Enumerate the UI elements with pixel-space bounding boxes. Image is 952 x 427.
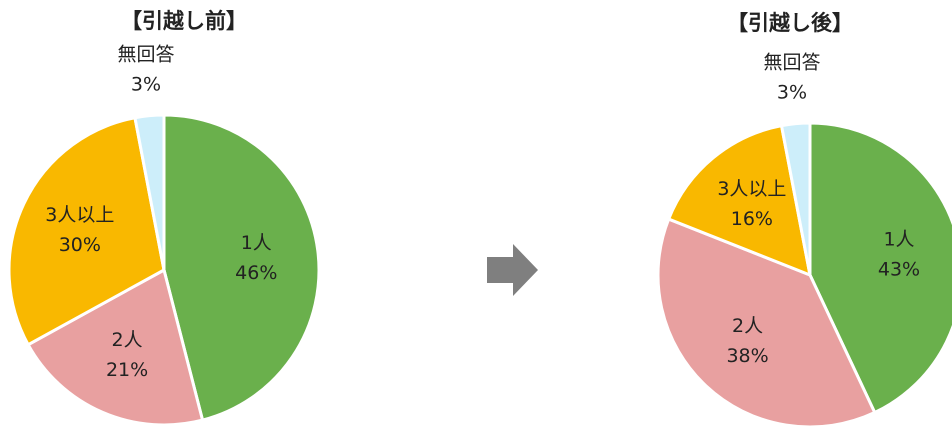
slice-value: 38% (726, 345, 768, 367)
slice-value: 16% (731, 208, 773, 230)
chart-title: 【引越し前】 (121, 9, 247, 33)
pie-slice (808, 121, 952, 415)
slice-label: 2人 (732, 315, 763, 337)
pie-slice (779, 121, 812, 276)
slice-label: 3人以上 (717, 178, 786, 200)
pie-slice (162, 113, 321, 422)
slice-value: 3% (777, 82, 807, 104)
slice-label: 2人 (112, 329, 143, 351)
slice-label: 無回答 (117, 44, 174, 66)
slice-label: 無回答 (763, 52, 820, 74)
slice-value: 3% (131, 74, 161, 96)
pie-slice (666, 123, 812, 278)
slice-value: 30% (59, 234, 101, 256)
pie-slice (656, 217, 877, 427)
pie-slice (26, 267, 205, 427)
slice-label: 3人以上 (45, 204, 114, 226)
pie-slice (7, 115, 166, 347)
pie-slice (133, 113, 166, 271)
chart-title: 【引越し後】 (727, 11, 853, 35)
slice-value: 21% (106, 359, 148, 381)
arrow (487, 244, 538, 296)
slice-value: 46% (235, 262, 277, 284)
slice-label: 1人 (883, 229, 914, 251)
slice-value: 43% (878, 259, 920, 281)
slice-label: 1人 (241, 232, 272, 254)
